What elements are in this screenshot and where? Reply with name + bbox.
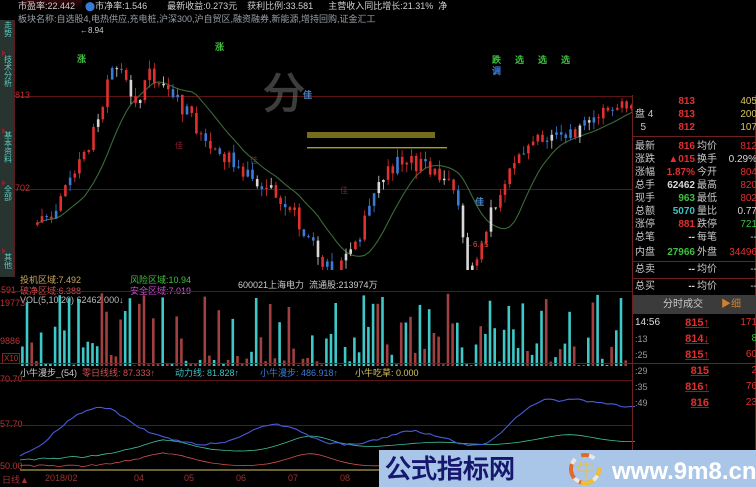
svg-text:www.9m8.cn: www.9m8.cn <box>611 458 756 485</box>
svg-text:公式指标网: 公式指标网 <box>385 454 515 484</box>
svg-text:牛: 牛 <box>576 460 595 482</box>
